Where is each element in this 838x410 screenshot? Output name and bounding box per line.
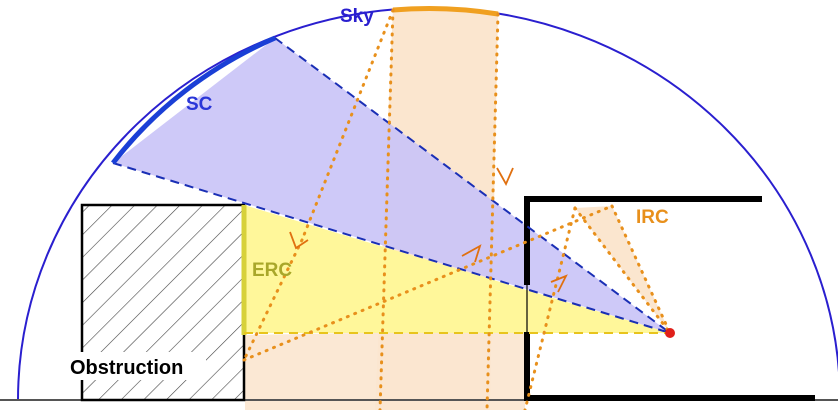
irc-label: IRC bbox=[636, 207, 669, 228]
irc-fan bbox=[575, 206, 670, 333]
sc-label: SC bbox=[186, 94, 213, 115]
obstruction-label-bg bbox=[66, 352, 206, 380]
arrow-up-left bbox=[461, 244, 482, 263]
irc-lower-band bbox=[245, 330, 525, 410]
irc-arrows bbox=[289, 167, 568, 293]
obstruction-label: Obstruction bbox=[70, 357, 183, 379]
sky-label: Sky bbox=[340, 6, 374, 27]
irc-sky-arc bbox=[392, 6, 499, 17]
sc-boundary-upper bbox=[274, 37, 671, 334]
erc-label: ERC bbox=[252, 260, 292, 281]
arrow-up-right bbox=[550, 274, 568, 293]
sc-sky-arc bbox=[111, 35, 276, 165]
arrow-down-center bbox=[496, 167, 514, 187]
room-floor bbox=[524, 332, 815, 401]
reference-point bbox=[665, 328, 675, 338]
arrow-down-left bbox=[289, 231, 309, 250]
sc-region bbox=[113, 38, 670, 333]
sc-boundary-lower bbox=[112, 162, 671, 334]
irc-rays bbox=[242, 8, 672, 410]
